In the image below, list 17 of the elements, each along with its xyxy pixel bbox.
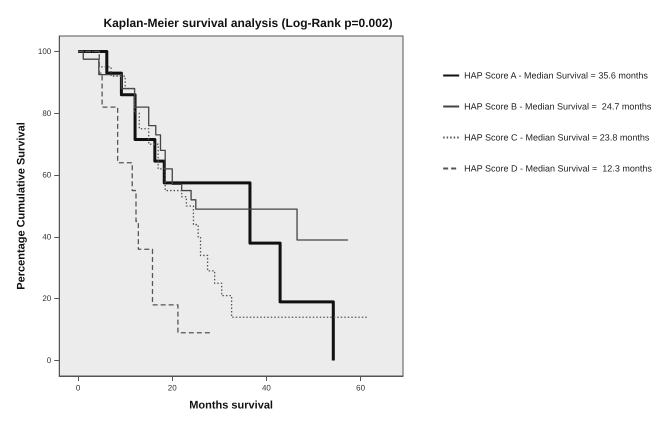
x-tick-label: 60 (356, 384, 366, 392)
y-tick-label: 100 (38, 46, 52, 56)
y-tick-label: 80 (42, 108, 52, 118)
y-tick-label: 40 (42, 232, 52, 242)
x-axis-title: Months survival (189, 400, 273, 412)
y-tick-label: 0 (46, 356, 52, 366)
legend-label: HAP Score C - Median Survival = 23.8 months (464, 132, 650, 142)
y-tick-label: 20 (42, 294, 52, 304)
legend-label: HAP Score B - Median Survival = 24.7 months (464, 102, 652, 112)
x-tick-label: 0 (76, 384, 81, 392)
y-axis-title: Percentage Cumulative Survival (16, 122, 28, 290)
legend-label: HAP Score D - Median Survival = 12.3 months (464, 164, 652, 174)
legend-label: HAP Score A - Median Survival = 35.6 months (464, 70, 648, 80)
x-tick-label: 40 (262, 384, 272, 392)
x-tick-label: 20 (168, 384, 178, 392)
y-tick-label: 60 (42, 170, 52, 180)
chart-title: Kaplan-Meier survival analysis (Log-Rank p=0.002) (103, 16, 393, 30)
